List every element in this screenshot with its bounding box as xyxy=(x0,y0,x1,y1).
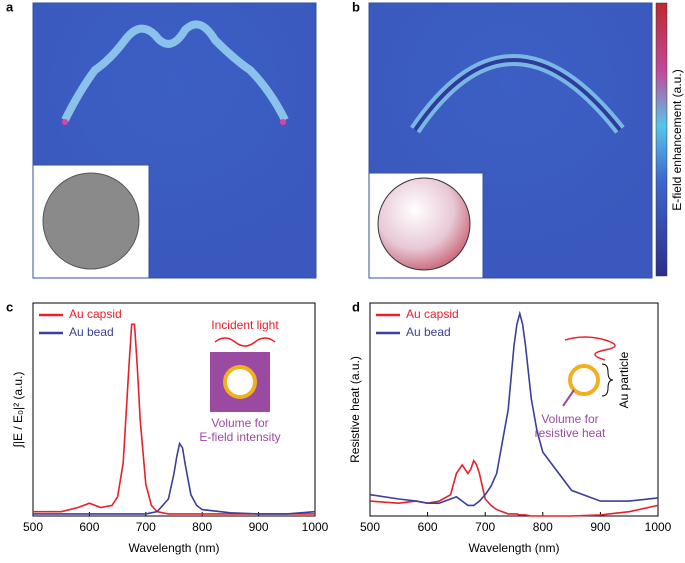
x-tick-label: 800 xyxy=(533,520,553,534)
legend-label: Au bead xyxy=(69,325,114,339)
x-tick-label: 1000 xyxy=(645,520,672,534)
field-hotspot xyxy=(61,20,289,122)
capsid-model xyxy=(42,172,140,270)
x-tick-label: 1000 xyxy=(302,520,329,534)
annotation: Au particle xyxy=(617,351,631,408)
particle xyxy=(568,364,600,396)
light-wave xyxy=(214,337,276,347)
annotation: Volume for xyxy=(541,412,598,426)
x-tick-label: 900 xyxy=(590,520,610,534)
panel-label: d xyxy=(352,299,360,314)
annotation: Volume for xyxy=(211,416,268,430)
legend-label: Au capsid xyxy=(406,307,459,321)
bead-model xyxy=(377,177,471,271)
annotation: Incident light xyxy=(211,318,279,332)
x-tick-label: 500 xyxy=(360,520,380,534)
y-axis-label: Resistive heat (a.u.) xyxy=(348,356,362,463)
field-map xyxy=(368,2,653,279)
annotation: resistive heat xyxy=(535,426,606,440)
series-line xyxy=(33,323,315,515)
hotspot xyxy=(280,119,286,125)
x-axis-label: Wavelength (nm) xyxy=(469,541,560,555)
panel-label: a xyxy=(6,0,14,14)
x-axis-label: Wavelength (nm) xyxy=(129,541,220,555)
x-tick-label: 700 xyxy=(475,520,495,534)
annotation: E-field intensity xyxy=(199,430,280,444)
hotspot xyxy=(62,119,68,125)
brace xyxy=(601,363,614,397)
light-wave xyxy=(564,336,616,361)
panel-label: c xyxy=(6,299,13,314)
series-line xyxy=(33,441,316,515)
x-tick-label: 800 xyxy=(192,520,212,534)
colorbar xyxy=(655,2,668,277)
x-tick-label: 600 xyxy=(418,520,438,534)
x-tick-label: 500 xyxy=(23,520,43,534)
panel-label: b xyxy=(352,0,360,14)
plot-frame xyxy=(32,302,316,517)
particle xyxy=(223,365,257,399)
legend-label: Au bead xyxy=(406,325,451,339)
colorbar-label: E-field enhancement (a.u.) xyxy=(670,69,684,210)
series-line xyxy=(369,310,659,507)
y-axis-label: ∫|E / E₀|² (a.u.) xyxy=(11,372,25,449)
arrow xyxy=(562,389,575,407)
x-tick-label: 700 xyxy=(136,520,156,534)
x-tick-label: 900 xyxy=(249,520,269,534)
shell xyxy=(413,58,622,132)
x-tick-label: 600 xyxy=(79,520,99,534)
series-line xyxy=(369,458,659,517)
plot-frame xyxy=(369,302,659,517)
legend-label: Au capsid xyxy=(69,307,122,321)
